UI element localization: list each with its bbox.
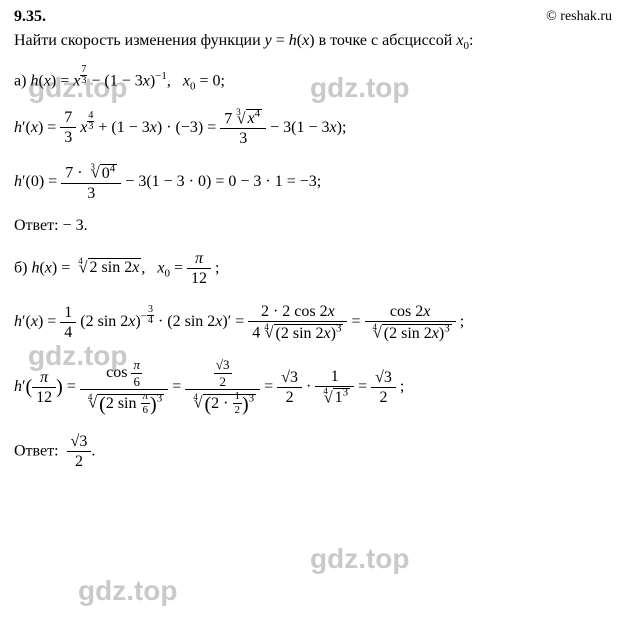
frac-den: 44√(2 sin 2x)3	[248, 322, 347, 343]
exp-num: 7	[80, 65, 87, 76]
frac-den: 3	[61, 184, 121, 203]
frac-num: 1	[60, 303, 76, 323]
frac-den: 3	[60, 128, 76, 147]
part-a-answer: Ответ: − 3.	[14, 217, 612, 235]
part-b-definition: б) h(x) = 4√2 sin 2x, x0 = π12 ;	[14, 249, 612, 288]
frac-num: cos π6	[80, 357, 168, 390]
frac-num: π	[187, 249, 211, 269]
part-a: а) h(x) = x73 − (1 − 3x)−1, x0 = 0; h′(x…	[14, 70, 612, 235]
part-a-definition: а) h(x) = x73 − (1 − 3x)−1, x0 = 0;	[14, 70, 612, 93]
frac-den: 2	[67, 452, 92, 471]
exp-num: 4	[87, 111, 94, 122]
part-b: б) h(x) = 4√2 sin 2x, x0 = π12 ; h′(x) =…	[14, 249, 612, 471]
frac-den: 4√(2 · 12)3	[185, 390, 260, 417]
frac-den: 12	[187, 269, 211, 288]
header: 9.35. © reshak.ru	[14, 8, 612, 26]
site-credit: © reshak.ru	[546, 9, 612, 25]
frac-num: cos 2x	[365, 302, 456, 322]
part-a-derivative: h′(x) = 73 x43 + (1 − 3x) · (−3) = 73√x4…	[14, 108, 612, 149]
frac-den: 4√(2 sin 2x)3	[365, 322, 456, 343]
frac-num: √3	[371, 368, 396, 388]
frac-den: 4√13	[315, 387, 354, 408]
frac-num: 2 · 2 cos 2x	[248, 302, 347, 322]
frac-num: 1	[315, 367, 354, 387]
frac-den: 3	[220, 129, 266, 148]
frac-den: 2	[371, 388, 396, 407]
frac-num: √32	[185, 357, 260, 390]
watermark: gdz.top	[310, 543, 410, 575]
problem-number: 9.35.	[14, 8, 46, 26]
part-b-answer: Ответ: √32.	[14, 432, 612, 471]
answer-value: − 3.	[59, 217, 88, 234]
part-b-evaluation: h′(π12) = cos π6 4√(2 sin π6)3 = √32 4√(…	[14, 357, 612, 418]
part-a-evaluation: h′(0) = 7 · 3√043 − 3(1 − 3 · 0) = 0 − 3…	[14, 162, 612, 203]
label-a: а)	[14, 73, 26, 90]
frac-num: 73√x4	[220, 108, 266, 130]
part-b-derivative: h′(x) = 14 (2 sin 2x)−34 · (2 sin 2x)′ =…	[14, 302, 612, 343]
period: .	[91, 442, 95, 459]
frac-num: 7	[60, 108, 76, 128]
frac-num: √3	[277, 368, 302, 388]
frac-den: 12	[32, 388, 56, 407]
exp-den: 3	[87, 122, 94, 132]
problem-title: Найти скорость изменения функции y = h(x…	[14, 32, 612, 52]
watermark: gdz.top	[78, 575, 178, 607]
exp-den: 3	[80, 76, 87, 86]
answer-label: Ответ:	[14, 442, 59, 459]
frac-num: π	[32, 368, 56, 388]
label-b: б)	[14, 259, 27, 276]
answer-label: Ответ:	[14, 217, 59, 234]
frac-den: 2	[277, 388, 302, 407]
frac-den: 4√(2 sin π6)3	[80, 390, 168, 417]
frac-num: 7 · 3√04	[61, 162, 121, 184]
frac-den: 4	[60, 323, 76, 342]
frac-num: √3	[67, 432, 92, 452]
exp-den: 4	[147, 316, 154, 326]
